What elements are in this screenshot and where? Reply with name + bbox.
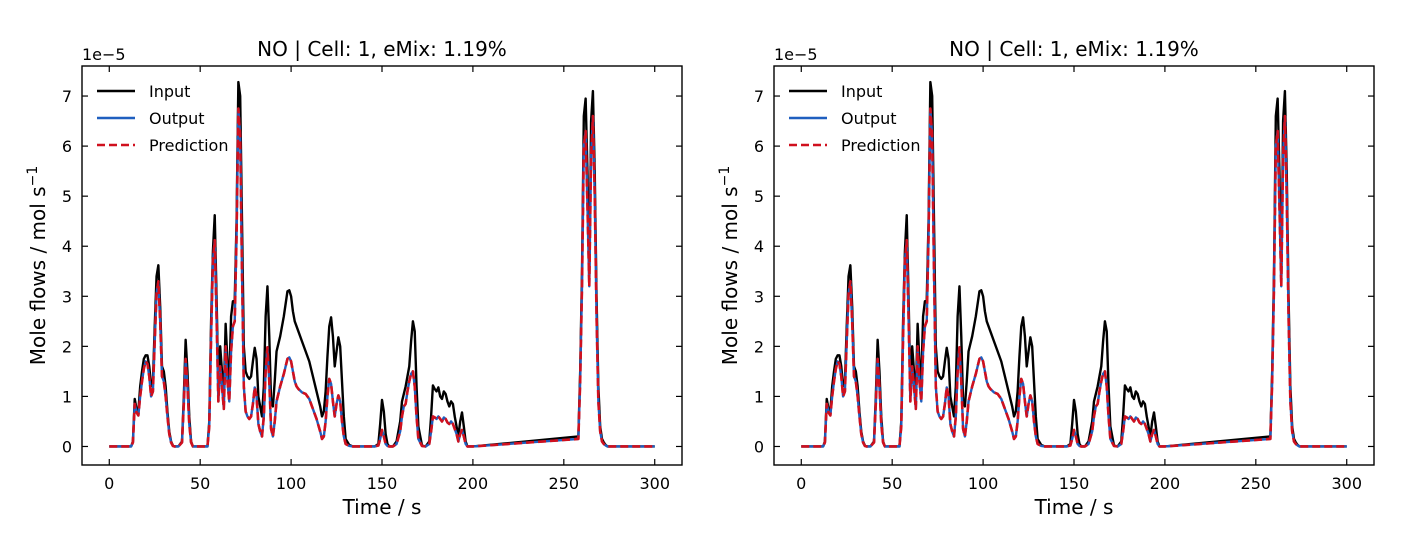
y-tick-label: 1 [754,387,764,406]
y-tick-label: 0 [754,437,764,456]
series-line-output [801,107,1347,448]
x-tick-label: 250 [1241,474,1272,493]
series-group [801,80,1347,448]
chart-title: NO | Cell: 1, eMix: 1.19% [949,37,1199,61]
x-tick-label: 250 [549,474,580,493]
legend-label-prediction: Prediction [149,136,228,155]
y-tick-label: 7 [62,87,72,106]
x-tick-label: 100 [968,474,999,493]
x-tick-label: 200 [458,474,489,493]
x-tick-label: 0 [104,474,114,493]
y-tick-label: 7 [754,87,764,106]
y-axis-label: Mole flows / mol s−1 [25,166,50,365]
y-tick-label: 4 [62,237,72,256]
legend-label-output: Output [841,109,897,128]
y-tick-label: 2 [62,337,72,356]
series-line-output [109,107,655,448]
series-line-prediction [109,107,655,448]
x-tick-label: 300 [639,474,670,493]
y-tick-label: 6 [62,137,72,156]
series-line-prediction [801,107,1347,448]
y-offset-label: 1e−5 [774,45,818,64]
y-tick-label: 5 [754,187,764,206]
chart-panel-2: 0 50 100 150 200 250 300 0 1 2 3 4 5 6 7 NO | Cell: 1, … [717,37,1375,519]
series-group [109,80,655,448]
x-tick-label: 150 [1059,474,1090,493]
legend-label-output: Output [149,109,205,128]
x-tick-label: 100 [276,474,307,493]
legend-label-input: Input [149,82,190,101]
y-tick-label: 3 [754,287,764,306]
x-tick-label: 50 [882,474,902,493]
x-axis-label: Time / s [1034,495,1114,519]
legend-label-prediction: Prediction [841,136,920,155]
legend-label-input: Input [841,82,882,101]
x-tick-label: 50 [190,474,210,493]
x-tick-label: 150 [367,474,398,493]
x-tick-label: 200 [1150,474,1181,493]
x-axis-label: Time / s [342,495,422,519]
chart-title: NO | Cell: 1, eMix: 1.19% [257,37,507,61]
legend: Input Output Prediction [789,82,920,155]
y-offset-label: 1e−5 [82,45,126,64]
y-tick-label: 4 [754,237,764,256]
y-axis-label-exponent: −1 [717,166,733,187]
y-tick-label: 5 [62,187,72,206]
y-tick-label: 3 [62,287,72,306]
y-axis-label-exponent: −1 [25,166,41,187]
x-tick-label: 300 [1331,474,1362,493]
x-tick-label: 0 [796,474,806,493]
chart-panel-1: 0 50 100 150 200 250 300 0 1 2 3 4 5 6 7 NO | Cell: 1, … [25,37,683,519]
y-axis-label-text: Mole flows / mol s [718,186,742,365]
y-tick-label: 2 [754,337,764,356]
y-axis-label: Mole flows / mol s−1 [717,166,742,365]
y-tick-label: 6 [754,137,764,156]
y-axis-label-text: Mole flows / mol s [26,186,50,365]
y-tick-label: 0 [62,437,72,456]
y-tick-label: 1 [62,387,72,406]
legend: Input Output Prediction [97,82,228,155]
